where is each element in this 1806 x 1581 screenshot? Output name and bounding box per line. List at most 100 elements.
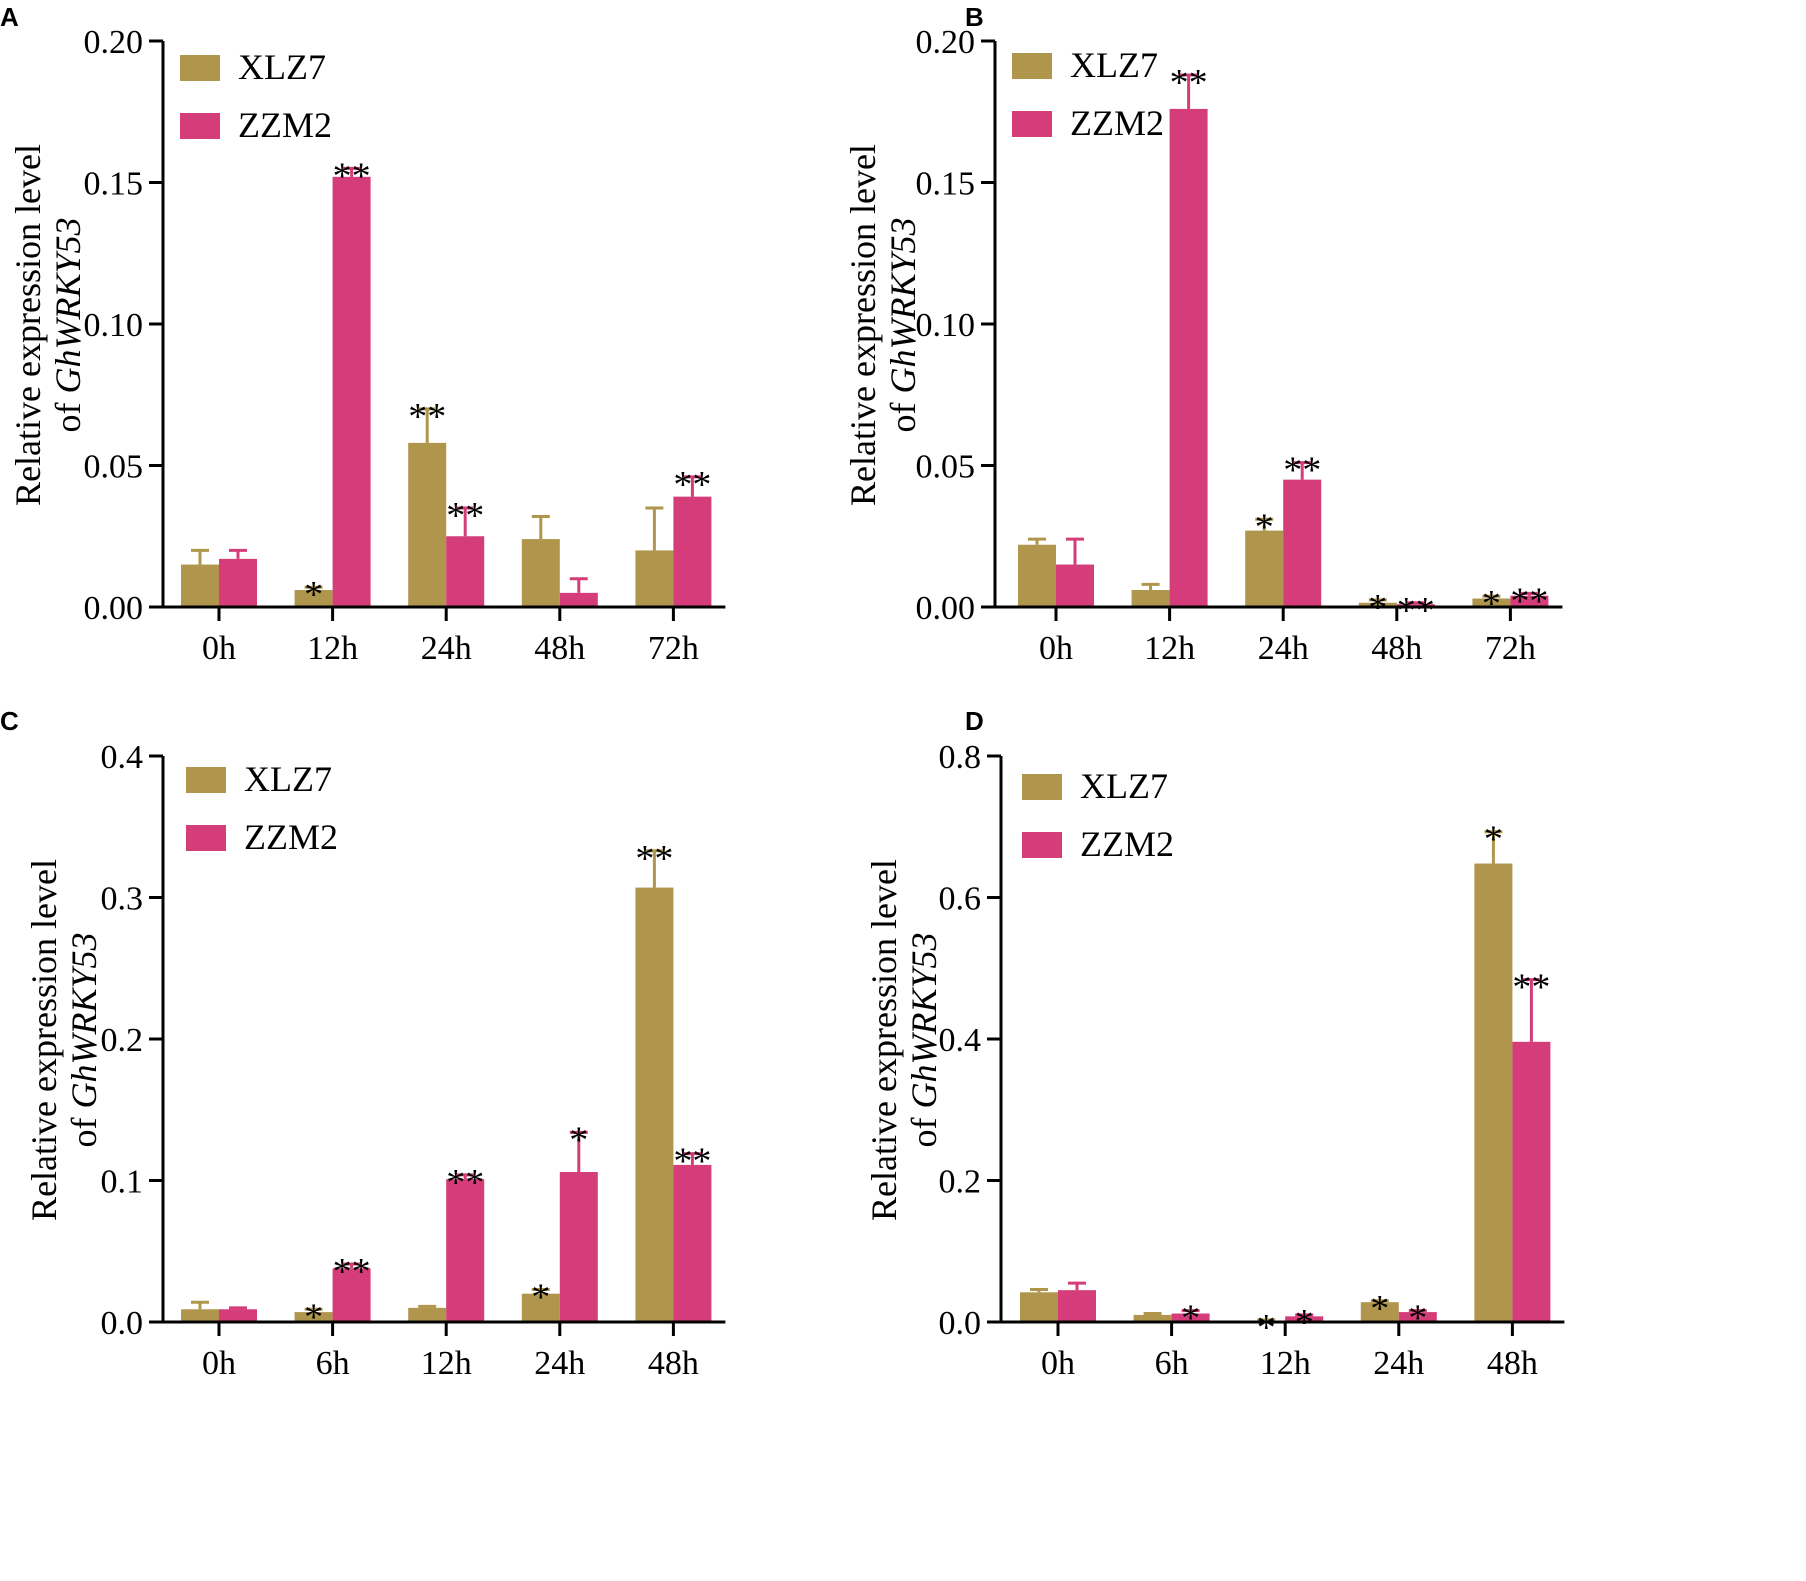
y-axis-title-line2-prefix: of <box>48 394 88 433</box>
y-axis-title-gene: GhWRKY53 <box>64 932 104 1108</box>
bar-xlz7-6h <box>294 1312 333 1322</box>
x-tick-label-72h: 72h <box>1485 630 1536 667</box>
x-tick-label-6h: 6h <box>1155 1345 1189 1382</box>
legend-swatch-zzm2 <box>186 825 226 851</box>
legend-label-xlz7: XLZ7 <box>238 47 326 87</box>
y-tick-label: 0.2 <box>939 1164 982 1201</box>
panel-letter: A <box>0 2 19 32</box>
x-tick-label-12h: 12h <box>307 630 358 667</box>
legend-label-xlz7: XLZ7 <box>1080 766 1168 806</box>
bar-xlz7-12h <box>1131 590 1170 607</box>
bar-xlz7-24h <box>408 442 447 607</box>
x-tick-label-0h: 0h <box>1041 1345 1075 1382</box>
y-tick-label: 0.0 <box>939 1305 982 1342</box>
significance-mark-zzm2-24h: * <box>1408 1298 1427 1340</box>
significance-mark-xlz7-6h: * <box>304 1296 323 1338</box>
bar-zzm2-0h <box>219 558 257 607</box>
legend-label-zzm2: ZZM2 <box>1070 103 1164 143</box>
y-axis-title: Relative expression levelof GhWRKY53 <box>864 859 944 1221</box>
x-tick-label-0h: 0h <box>202 1345 236 1382</box>
significance-mark-xlz7-24h: * <box>1255 506 1274 548</box>
y-axis-title-line2-prefix: of <box>64 1109 104 1148</box>
bar-xlz7-0h <box>1018 544 1056 607</box>
y-tick-label: 0.05 <box>916 449 976 486</box>
y-tick-label: 0.4 <box>939 1022 982 1059</box>
x-tick-label-24h: 24h <box>421 630 472 667</box>
significance-mark-zzm2-24h: ** <box>446 495 484 537</box>
y-tick-label: 0.10 <box>916 307 976 344</box>
y-tick-label: 0.00 <box>916 590 976 627</box>
significance-mark-xlz7-72h: * <box>1482 583 1501 625</box>
bar-zzm2-24h <box>559 1172 598 1322</box>
bar-xlz7-0h <box>181 1309 219 1322</box>
panel-D: D********0.00.20.40.60.80h6h12h24h48hRel… <box>864 706 1565 1382</box>
significance-mark-xlz7-12h: * <box>304 574 323 616</box>
panel-B: B***********0.000.050.100.150.200h12h24h… <box>843 2 1563 667</box>
bar-zzm2-24h <box>446 536 485 607</box>
significance-mark-xlz7-48h: * <box>1484 819 1503 861</box>
x-tick-label-48h: 48h <box>1487 1345 1538 1382</box>
y-tick-label: 0.15 <box>916 166 976 203</box>
legend-swatch-xlz7 <box>186 767 226 793</box>
y-axis-title-line1: Relative expression level <box>843 144 883 506</box>
bar-zzm2-48h <box>559 592 598 607</box>
bar-xlz7-12h <box>408 1307 447 1322</box>
legend-swatch-zzm2 <box>1022 832 1062 858</box>
bar-xlz7-24h <box>1360 1302 1399 1322</box>
bar-zzm2-0h <box>1058 1290 1096 1322</box>
significance-mark-zzm2-24h: * <box>569 1119 588 1161</box>
legend-label-zzm2: ZZM2 <box>1080 824 1174 864</box>
y-axis-title-line1: Relative expression level <box>24 859 64 1221</box>
y-tick-label: 0.4 <box>101 739 144 776</box>
panel-letter: D <box>965 706 984 736</box>
y-axis-title-gene: GhWRKY53 <box>48 217 88 393</box>
bar-xlz7-6h <box>1133 1314 1172 1322</box>
x-tick-label-0h: 0h <box>202 630 236 667</box>
legend-swatch-xlz7 <box>1012 53 1052 79</box>
x-tick-label-6h: 6h <box>316 1345 350 1382</box>
significance-mark-zzm2-6h: ** <box>333 1251 371 1293</box>
significance-mark-zzm2-12h: ** <box>333 155 371 197</box>
bar-zzm2-12h <box>1285 1316 1324 1322</box>
x-tick-label-48h: 48h <box>534 630 585 667</box>
significance-mark-xlz7-24h: * <box>531 1276 550 1318</box>
significance-mark-zzm2-48h: ** <box>1397 590 1435 632</box>
significance-mark-zzm2-72h: ** <box>673 464 711 506</box>
significance-mark-zzm2-48h: ** <box>1512 967 1550 1009</box>
significance-mark-xlz7-24h: ** <box>408 396 446 438</box>
x-tick-label-0h: 0h <box>1039 630 1073 667</box>
y-axis-title-gene: GhWRKY53 <box>883 217 923 393</box>
bar-zzm2-0h <box>1056 564 1094 607</box>
significance-mark-zzm2-6h: * <box>1181 1298 1200 1340</box>
bar-zzm2-48h <box>1512 1041 1551 1322</box>
panel-letter: C <box>0 706 19 736</box>
y-tick-label: 0.20 <box>84 24 144 61</box>
y-axis-title-line1: Relative expression level <box>8 144 48 506</box>
y-tick-label: 0.1 <box>101 1164 144 1201</box>
significance-mark-xlz7-12h: * <box>1257 1307 1276 1349</box>
legend-swatch-zzm2 <box>180 113 220 139</box>
x-tick-label-12h: 12h <box>421 1345 472 1382</box>
y-tick-label: 0.15 <box>84 166 144 203</box>
legend-swatch-zzm2 <box>1012 111 1052 137</box>
significance-mark-zzm2-48h: ** <box>673 1141 711 1183</box>
y-tick-label: 0.00 <box>84 590 144 627</box>
y-axis-title: Relative expression levelof GhWRKY53 <box>843 144 923 506</box>
significance-mark-xlz7-48h: ** <box>635 838 673 880</box>
bar-zzm2-0h <box>219 1309 257 1322</box>
y-axis-title-gene: GhWRKY53 <box>904 932 944 1108</box>
legend-label-zzm2: ZZM2 <box>238 105 332 145</box>
significance-mark-zzm2-72h: ** <box>1510 580 1548 622</box>
bar-zzm2-12h <box>1169 108 1208 608</box>
bar-zzm2-24h <box>1283 479 1322 607</box>
bar-xlz7-24h <box>521 1293 560 1322</box>
x-tick-label-24h: 24h <box>1373 1345 1424 1382</box>
bar-xlz7-72h <box>635 550 674 607</box>
bar-zzm2-24h <box>1398 1312 1437 1322</box>
bar-zzm2-6h <box>1171 1313 1210 1322</box>
bar-xlz7-24h <box>1245 530 1284 607</box>
bar-xlz7-72h <box>1472 598 1511 607</box>
y-tick-label: 0.6 <box>939 881 982 918</box>
legend-swatch-xlz7 <box>1022 774 1062 800</box>
y-tick-label: 0.10 <box>84 307 144 344</box>
